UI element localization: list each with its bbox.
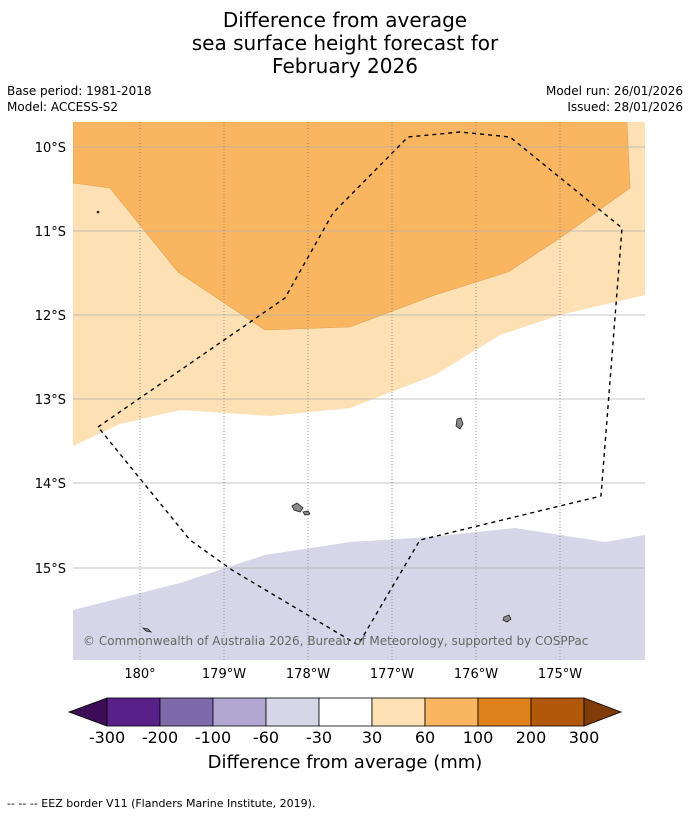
lon-label-176w: 176°W	[454, 667, 498, 682]
colorbar-label: -60	[252, 728, 280, 747]
lon-label-175w: 175°W	[538, 667, 582, 682]
map-title-line3: February 2026	[272, 54, 418, 78]
colorbar-bin-4	[265, 697, 320, 727]
colorbar-label: 100	[462, 728, 494, 747]
lon-label-180: 180°	[124, 667, 155, 682]
colorbar-title: Difference from average (mm)	[207, 752, 483, 773]
colorbar-label: 300	[568, 728, 600, 747]
contour-band-60-100	[73, 122, 631, 331]
lat-gridlines	[73, 146, 645, 569]
colorbar-bin-5	[318, 697, 373, 727]
lon-labels: 180° 179°W 178°W 177°W 176°W 175°W	[124, 667, 582, 682]
lat-label-10s: 10°S	[35, 141, 66, 156]
model-run: Model run: 26/01/2026	[545, 84, 683, 98]
colorbar-bin-7	[424, 697, 479, 727]
lon-label-178w: 178°W	[286, 667, 330, 682]
colorbar-bin-2	[159, 697, 214, 727]
island-alofi	[302, 510, 311, 516]
colorbar-bin-3	[212, 697, 267, 727]
colorbar-label: -200	[141, 728, 179, 747]
map-title-line1: Difference from average	[222, 8, 468, 32]
lat-label-12s: 12°S	[35, 309, 66, 324]
islands	[96, 210, 512, 633]
colorbar-label: 30	[361, 728, 383, 747]
lon-label-179w: 179°W	[202, 667, 246, 682]
colorbar-high-arrow	[583, 697, 623, 727]
lat-label-14s: 14°S	[35, 477, 66, 492]
colorbar-bin-1	[106, 697, 161, 727]
colorbar-label: -300	[88, 728, 126, 747]
island-dot-nw	[96, 210, 100, 214]
colorbar-low-arrow	[67, 697, 108, 727]
colorbar-bin-8	[477, 697, 532, 727]
colorbar-label: -30	[305, 728, 333, 747]
lat-label-11s: 11°S	[35, 225, 66, 240]
lon-label-177w: 177°W	[370, 667, 414, 682]
colorbar-label: -100	[194, 728, 232, 747]
colorbar-label: 200	[515, 728, 547, 747]
island-sw	[141, 627, 153, 633]
island-small-south	[502, 614, 512, 623]
copyright-notice: © Commonwealth of Australia 2026, Bureau…	[83, 634, 588, 648]
island-futuna	[291, 502, 304, 513]
map-title-line2: sea surface height forecast for	[191, 31, 499, 55]
map-area: © Commonwealth of Australia 2026, Bureau…	[73, 122, 645, 660]
colorbar-bin-9	[530, 697, 585, 727]
lat-label-13s: 13°S	[35, 393, 66, 408]
contour-band-neg60-neg30	[73, 528, 645, 660]
colorbar-bin-6	[371, 697, 426, 727]
lat-labels: 10°S 11°S 12°S 13°S 14°S 15°S	[35, 141, 66, 577]
lat-label-15s: 15°S	[35, 562, 66, 577]
island-wallis	[455, 417, 464, 430]
issued-date: Issued: 28/01/2026	[567, 100, 683, 114]
eez-footnote: -- -- -- EEZ border V11 (Flanders Marine…	[7, 797, 316, 810]
colorbar	[67, 697, 623, 727]
eez-border	[97, 131, 623, 646]
model-name: Model: ACCESS-S2	[7, 100, 119, 114]
colorbar-label: 60	[414, 728, 436, 747]
base-period: Base period: 1981-2018	[7, 84, 152, 98]
